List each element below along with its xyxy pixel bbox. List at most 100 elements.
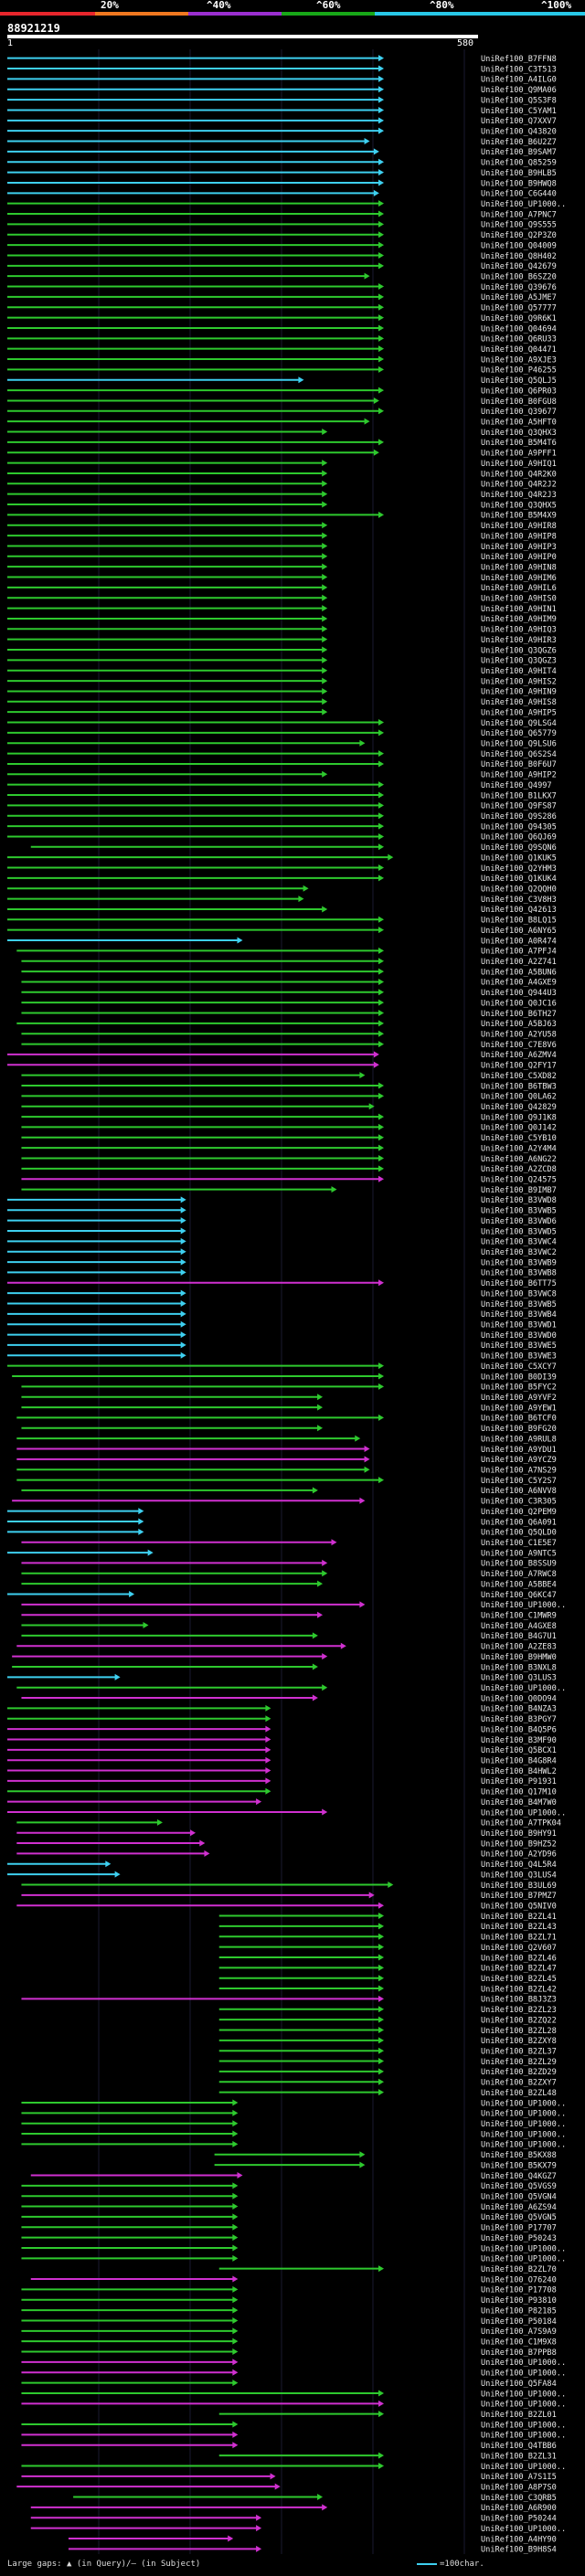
hit-label[interactable]: UniRef100_A7RWC8	[481, 1570, 557, 1579]
hit-label[interactable]: UniRef100_B3VWB8	[481, 1269, 557, 1278]
hit-label[interactable]: UniRef100_UP1000..	[481, 2525, 566, 2534]
hit-label[interactable]: UniRef100_B4G7U1	[481, 1632, 557, 1641]
hit-label[interactable]: UniRef100_B3VWB4	[481, 1310, 557, 1320]
hit-label[interactable]: UniRef100_Q6RU33	[481, 335, 557, 345]
hit-label[interactable]: UniRef100_B2ZL47	[481, 1965, 557, 1974]
hit-label[interactable]: UniRef100_Q9FS87	[481, 802, 557, 811]
hit-label[interactable]: UniRef100_Q6KC47	[481, 1591, 557, 1600]
hit-label[interactable]: UniRef100_Q944U3	[481, 989, 557, 998]
hit-label[interactable]: UniRef100_A9HIS0	[481, 595, 557, 604]
hit-label[interactable]: UniRef100_B5M4X9	[481, 512, 557, 521]
hit-label[interactable]: UniRef100_A9HIN1	[481, 605, 557, 614]
hit-label[interactable]: UniRef100_UP1000..	[481, 200, 566, 209]
hit-label[interactable]: UniRef100_UP1000..	[481, 2255, 566, 2264]
hit-label[interactable]: UniRef100_Q9S286	[481, 812, 557, 822]
hit-label[interactable]: UniRef100_A4ILG0	[481, 76, 557, 85]
hit-label[interactable]: UniRef100_B2ZL42	[481, 1985, 557, 1994]
hit-label[interactable]: UniRef100_B0F6U7	[481, 760, 557, 769]
hit-label[interactable]: UniRef100_Q04694	[481, 324, 557, 334]
hit-label[interactable]: UniRef100_B3MF90	[481, 1736, 557, 1745]
hit-label[interactable]: UniRef100_Q0JC16	[481, 999, 557, 1008]
hit-label[interactable]: UniRef100_A6R900	[481, 2504, 557, 2513]
hit-label[interactable]: UniRef100_Q9MA06	[481, 86, 557, 95]
hit-label[interactable]: UniRef100_C3T513	[481, 65, 557, 74]
hit-label[interactable]: UniRef100_A9HIR3	[481, 636, 557, 645]
hit-label[interactable]: UniRef100_UP1000..	[481, 2390, 566, 2399]
hit-label[interactable]: UniRef100_Q6QJ69	[481, 833, 557, 843]
hit-label[interactable]: UniRef100_B2ZL46	[481, 1954, 557, 1963]
hit-label[interactable]: UniRef100_B3VWE3	[481, 1352, 557, 1362]
hit-label[interactable]: UniRef100_Q3QHX5	[481, 501, 557, 510]
hit-label[interactable]: UniRef100_A2ZE83	[481, 1643, 557, 1652]
hit-label[interactable]: UniRef100_Q9LSG4	[481, 719, 557, 728]
hit-label[interactable]: UniRef100_Q3QGZ6	[481, 646, 557, 655]
hit-label[interactable]: UniRef100_B3VWD0	[481, 1331, 557, 1341]
hit-label[interactable]: UniRef100_UP1000..	[481, 2110, 566, 2119]
hit-label[interactable]: UniRef100_B9FG20	[481, 1425, 557, 1434]
hit-label[interactable]: UniRef100_UP1000..	[481, 2421, 566, 2430]
hit-label[interactable]: UniRef100_B2ZL28	[481, 2027, 557, 2036]
hit-label[interactable]: UniRef100_UP1000..	[481, 2244, 566, 2253]
hit-label[interactable]: UniRef100_Q9S555	[481, 221, 557, 230]
hit-label[interactable]: UniRef100_B3VWD6	[481, 1217, 557, 1226]
hit-label[interactable]: UniRef100_A9HIQ3	[481, 626, 557, 635]
hit-label[interactable]: UniRef100_Q3QGZ3	[481, 657, 557, 666]
hit-label[interactable]: UniRef100_Q39677	[481, 408, 557, 417]
hit-label[interactable]: UniRef100_A9HIP3	[481, 543, 557, 552]
hit-label[interactable]: UniRef100_A9YEW1	[481, 1404, 557, 1413]
hit-label[interactable]: UniRef100_B2ZL48	[481, 2089, 557, 2098]
hit-label[interactable]: UniRef100_B2ZL37	[481, 2047, 557, 2056]
hit-label[interactable]: UniRef100_A2Z741	[481, 958, 557, 967]
hit-label[interactable]: UniRef100_Q5QLJ5	[481, 376, 557, 386]
hit-label[interactable]: UniRef100_A2YU58	[481, 1031, 557, 1040]
hit-label[interactable]: UniRef100_A9HIS8	[481, 698, 557, 707]
hit-label[interactable]: UniRef100_Q6PR03	[481, 387, 557, 396]
hit-label[interactable]: UniRef100_A0R474	[481, 937, 557, 946]
hit-label[interactable]: UniRef100_UP1000..	[481, 1808, 566, 1818]
hit-label[interactable]: UniRef100_UP1000..	[481, 2463, 566, 2472]
hit-label[interactable]: UniRef100_UP1000..	[481, 2359, 566, 2368]
hit-label[interactable]: UniRef100_UP1000..	[481, 2099, 566, 2108]
hit-label[interactable]: UniRef100_P91931	[481, 1777, 557, 1786]
hit-label[interactable]: UniRef100_P50244	[481, 2515, 557, 2524]
hit-label[interactable]: UniRef100_Q5QLD0	[481, 1529, 557, 1538]
hit-label[interactable]: UniRef100_B3VWD5	[481, 1227, 557, 1236]
hit-label[interactable]: UniRef100_Q5VGS9	[481, 2182, 557, 2191]
hit-label[interactable]: UniRef100_Q8H402	[481, 252, 557, 261]
hit-label[interactable]: UniRef100_Q1KUK5	[481, 853, 557, 863]
hit-label[interactable]: UniRef100_A9PFF1	[481, 450, 557, 459]
hit-label[interactable]: UniRef100_O76240	[481, 2275, 557, 2284]
hit-label[interactable]: UniRef100_C3QRB5	[481, 2494, 557, 2503]
hit-label[interactable]: UniRef100_C5YAM1	[481, 107, 557, 116]
hit-label[interactable]: UniRef100_Q5VGN4	[481, 2192, 557, 2201]
hit-label[interactable]: UniRef100_Q5BCX1	[481, 1746, 557, 1755]
hit-label[interactable]: UniRef100_Q9J1K8	[481, 1113, 557, 1122]
hit-label[interactable]: UniRef100_Q4R2J2	[481, 481, 557, 490]
hit-label[interactable]: UniRef100_B3VWC8	[481, 1289, 557, 1299]
hit-label[interactable]: UniRef100_B3VWB5	[481, 1300, 557, 1309]
hit-label[interactable]: UniRef100_Q3LUS4	[481, 1871, 557, 1880]
hit-label[interactable]: UniRef100_B2ZL71	[481, 1934, 557, 1943]
hit-label[interactable]: UniRef100_Q4997	[481, 781, 552, 790]
hit-label[interactable]: UniRef100_Q94305	[481, 822, 557, 832]
hit-label[interactable]: UniRef100_A7NS29	[481, 1467, 557, 1476]
hit-label[interactable]: UniRef100_Q0LA62	[481, 1093, 557, 1102]
hit-label[interactable]: UniRef100_B9SAM7	[481, 148, 557, 157]
hit-label[interactable]: UniRef100_B3VWD1	[481, 1321, 557, 1330]
hit-label[interactable]: UniRef100_A4GXE8	[481, 1622, 557, 1631]
hit-label[interactable]: UniRef100_B2ZL41	[481, 1913, 557, 1922]
hit-label[interactable]: UniRef100_B2ZL01	[481, 2411, 557, 2420]
hit-label[interactable]: UniRef100_A8P7S0	[481, 2483, 557, 2492]
hit-label[interactable]: UniRef100_A9HIP0	[481, 553, 557, 562]
hit-label[interactable]: UniRef100_Q1KUK4	[481, 875, 557, 884]
hit-label[interactable]: UniRef100_B3NXL8	[481, 1663, 557, 1672]
hit-label[interactable]: UniRef100_B2ZL43	[481, 1923, 557, 1932]
hit-label[interactable]: UniRef100_A9HIP5	[481, 708, 557, 717]
hit-label[interactable]: UniRef100_UP1000..	[481, 1601, 566, 1610]
hit-label[interactable]: UniRef100_Q0J142	[481, 1124, 557, 1133]
hit-label[interactable]: UniRef100_B3UL69	[481, 1882, 557, 1891]
hit-label[interactable]: UniRef100_A4GXE9	[481, 979, 557, 988]
hit-label[interactable]: UniRef100_B3VWE5	[481, 1341, 557, 1351]
hit-label[interactable]: UniRef100_C1MWR9	[481, 1612, 557, 1621]
hit-label[interactable]: UniRef100_A6ZMV4	[481, 1051, 557, 1060]
